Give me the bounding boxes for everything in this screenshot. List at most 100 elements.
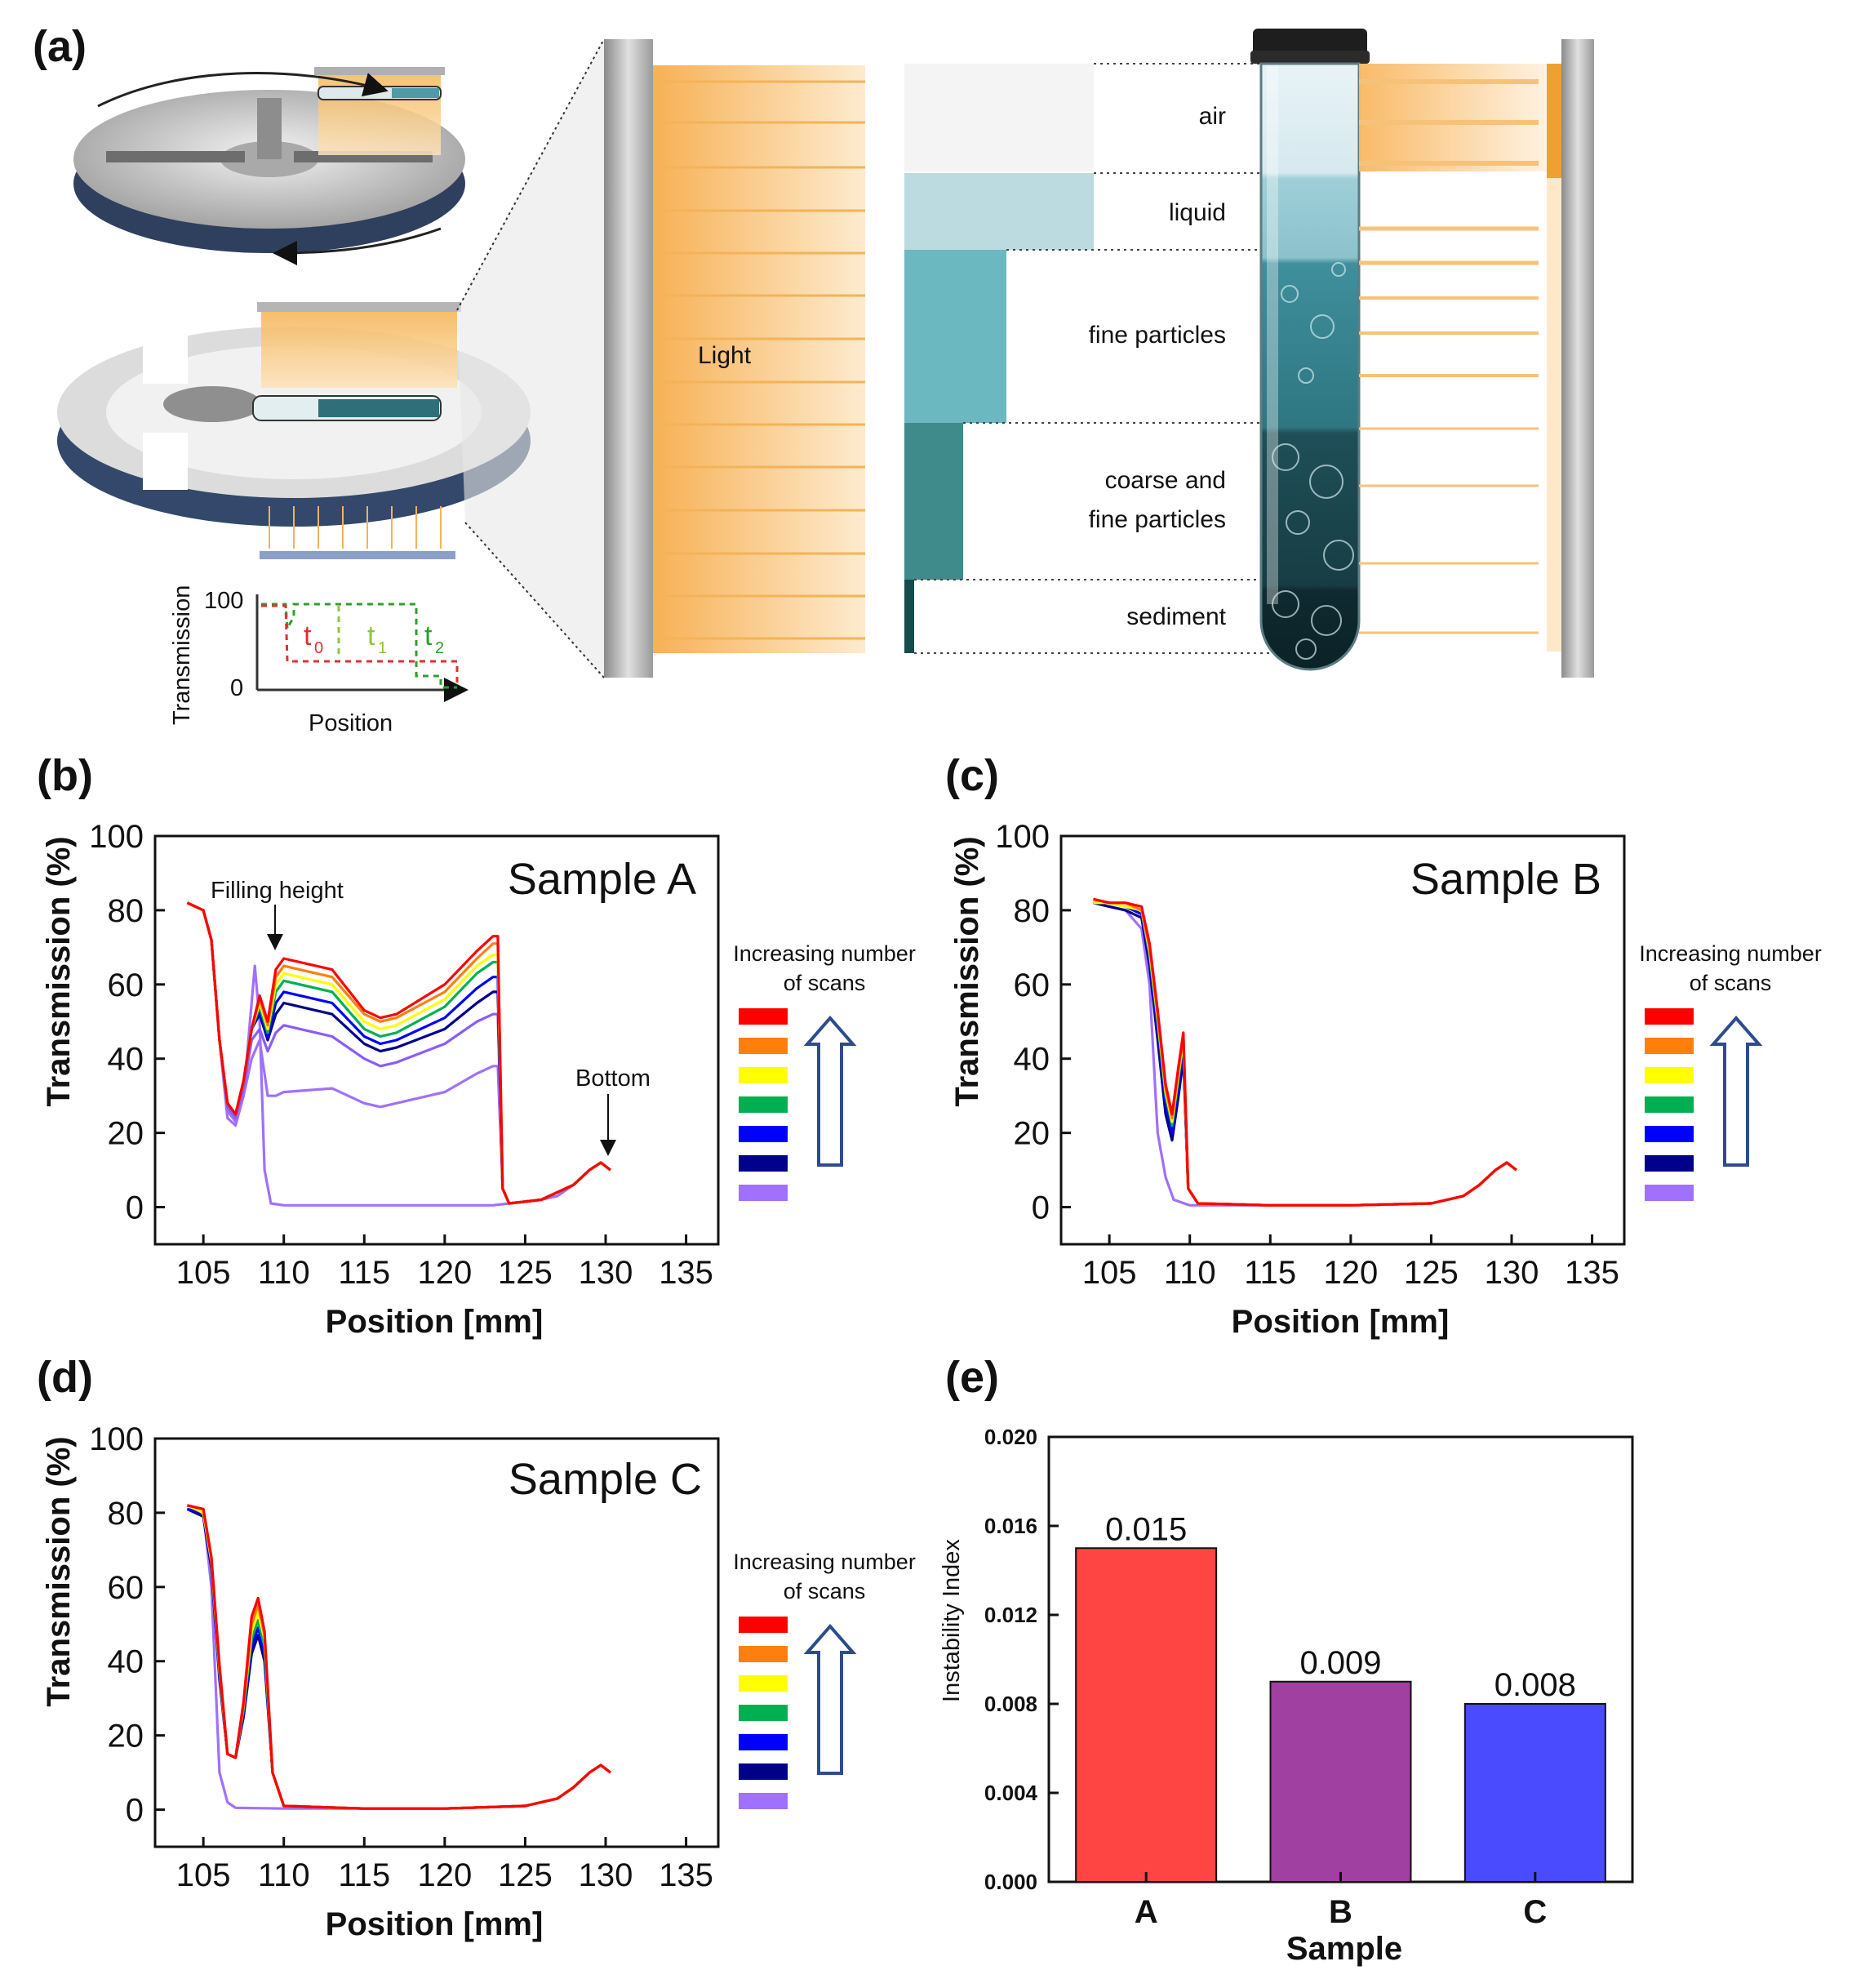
inset-y0: 0 [230, 675, 243, 701]
x-tick-label: 125 [1404, 1255, 1459, 1291]
legend-swatch [1645, 1067, 1694, 1083]
legend-b-title-1: Increasing number [733, 941, 916, 966]
increasing-scans-arrow-icon [1709, 1015, 1763, 1167]
y-tick-label: 60 [108, 967, 144, 1003]
x-tick-label: 135 [1565, 1255, 1619, 1291]
legend-d: Increasing number of scans [733, 1550, 916, 1809]
legend-c-title-2: of scans [1690, 971, 1772, 995]
chart-d-title: Sample C [509, 1455, 702, 1504]
layer-label-liquid: liquid [1169, 199, 1226, 226]
filling-height-annotation: Filling height [211, 878, 344, 904]
legend-swatch [1645, 1185, 1694, 1201]
y-tick-label: 20 [108, 1719, 144, 1755]
inset-ylabel: Transmission [169, 585, 195, 725]
y-tick-label: 0 [1032, 1190, 1050, 1226]
chart-c: Transmission (%) Position [mm] Sample B … [949, 819, 1626, 1340]
layer-block-fine-particles [904, 250, 1006, 423]
legend-swatch [739, 1675, 788, 1692]
chart-b: Transmission (%) Position [mm] Sample A … [41, 819, 720, 1340]
series-line-scan-1 [1093, 901, 1517, 1207]
chart-b-xlabel: Position [mm] [326, 1304, 544, 1340]
y-tick-label: 80 [108, 1496, 144, 1532]
x-tick-label: C [1523, 1894, 1547, 1930]
x-tick-label: B [1329, 1894, 1352, 1930]
centrifuge-bottom-illustration [57, 302, 531, 559]
y-tick-label: 60 [1014, 967, 1050, 1003]
legend-swatch [739, 1155, 788, 1172]
legend-swatch [739, 1126, 788, 1142]
plot-frame-c [1059, 834, 1626, 1246]
layer-label-sediment: sediment [1126, 603, 1226, 630]
x-tick-label: 105 [176, 1255, 231, 1291]
legend-swatch [739, 1734, 788, 1750]
legend-swatch [739, 1185, 788, 1201]
x-tick-label: 120 [417, 1857, 472, 1893]
y-tick-label: 40 [108, 1644, 144, 1680]
series-line-scan-4 [1093, 901, 1517, 1207]
legend-swatch [739, 1096, 788, 1113]
panel-c-label: (c) [945, 751, 999, 800]
chart-e-xlabel: Sample [1286, 1931, 1402, 1967]
series-line-scan-9 [186, 901, 611, 1205]
x-tick-label: 130 [579, 1857, 633, 1893]
legend-swatch [1645, 1155, 1694, 1172]
layer-label-air: air [1199, 103, 1226, 130]
x-tick-label: 125 [498, 1857, 553, 1893]
legend-b-title-2: of scans [784, 971, 866, 995]
series-line-scan-3 [187, 1507, 611, 1810]
layer-block-coarse-particles [904, 423, 963, 580]
inset-transmission-sketch: Transmission 100 0 Position t 0 t 1 t 2 [169, 585, 469, 736]
x-tick-label: 110 [258, 1255, 310, 1291]
x-tick-label: 105 [176, 1857, 231, 1893]
layer-block-air [904, 64, 1094, 171]
inset-t1-label: t [367, 620, 375, 652]
bar-value-label: 0.008 [1494, 1667, 1576, 1703]
panel-b-label: (b) [37, 751, 93, 800]
x-tick-label: 110 [1164, 1255, 1216, 1291]
plot-frame-b [153, 834, 720, 1246]
y-tick-label: 0.020 [984, 1425, 1037, 1449]
legend-swatch [739, 1067, 788, 1083]
series-line-scan-7 [1093, 897, 1517, 1207]
bar-value-label: 0.015 [1105, 1511, 1187, 1547]
layer-label-coarse-line2: fine particles [1089, 506, 1226, 533]
light-label: Light [698, 342, 752, 369]
legend-swatch [1645, 1008, 1694, 1025]
layer-block-sediment [904, 580, 914, 653]
series-line-scan-3 [1093, 901, 1517, 1207]
x-tick-label: 120 [1323, 1255, 1378, 1291]
bar-A [1075, 1547, 1218, 1883]
x-tick-label: A [1135, 1894, 1158, 1930]
y-tick-label: 80 [108, 893, 144, 929]
transmitted-light-arrows [1359, 79, 1539, 634]
chart-d: Transmission (%) Position [mm] Sample C … [41, 1421, 720, 1942]
legend-c-title-1: Increasing number [1639, 941, 1822, 966]
legend-swatch [1645, 1096, 1694, 1113]
chart-d-ylabel: Transmission (%) [41, 1436, 77, 1706]
chart-c-ylabel: Transmission (%) [949, 836, 985, 1106]
chart-c-title: Sample B [1410, 855, 1601, 904]
legend-c: Increasing number of scans [1639, 941, 1822, 1201]
legend-swatch [739, 1793, 788, 1809]
series-line-scan-7 [187, 1504, 611, 1810]
y-tick-label: 100 [995, 819, 1050, 855]
series-line-scan-4 [186, 1504, 611, 1810]
plot-frame-d [153, 1437, 720, 1848]
x-tick-label: 135 [659, 1857, 713, 1893]
bottom-annotation: Bottom [575, 1065, 651, 1092]
y-tick-label: 0.000 [984, 1870, 1037, 1894]
layer-block-liquid [904, 173, 1094, 250]
bar-B [1269, 1680, 1412, 1883]
panel-e-label: (e) [945, 1353, 999, 1402]
inset-xlabel: Position [309, 710, 393, 736]
inset-t2-label: t [424, 620, 433, 652]
x-tick-label: 130 [579, 1255, 633, 1291]
x-tick-label: 135 [659, 1255, 713, 1291]
inset-t0-sub: 0 [314, 639, 323, 657]
x-tick-label: 120 [417, 1255, 472, 1291]
y-tick-label: 0.004 [984, 1781, 1038, 1805]
chart-e-ylabel: Instability Index [939, 1539, 965, 1702]
layer-label-coarse-line1: coarse and [1105, 467, 1226, 494]
increasing-scans-arrow-icon [803, 1623, 857, 1775]
test-tube [1250, 29, 1370, 671]
